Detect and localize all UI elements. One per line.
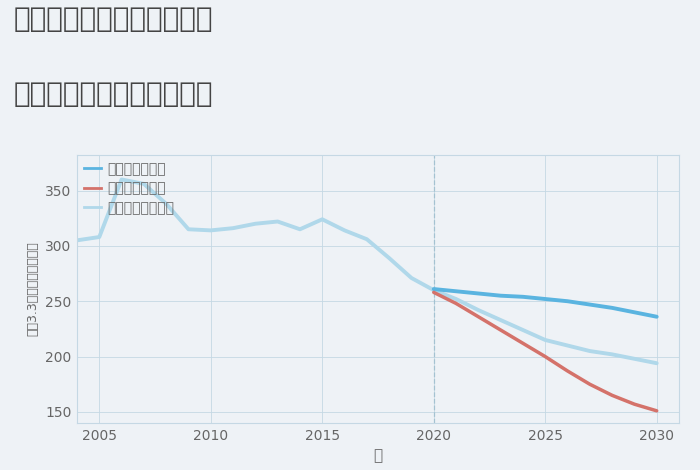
- バッドシナリオ: [474, 314, 482, 320]
- ノーマルシナリオ: [407, 275, 416, 281]
- ノーマルシナリオ: [274, 219, 282, 224]
- バッドシナリオ: [430, 290, 438, 295]
- バッドシナリオ: [564, 368, 572, 374]
- バッドシナリオ: [452, 301, 460, 306]
- ノーマルシナリオ: [296, 227, 304, 232]
- グッドシナリオ: [586, 302, 594, 307]
- ノーマルシナリオ: [206, 227, 215, 233]
- グッドシナリオ: [519, 294, 527, 299]
- ノーマルシナリオ: [251, 221, 260, 227]
- ノーマルシナリオ: [229, 225, 237, 231]
- グッドシナリオ: [630, 309, 638, 315]
- X-axis label: 年: 年: [373, 448, 383, 463]
- ノーマルシナリオ: [430, 287, 438, 293]
- ノーマルシナリオ: [652, 360, 661, 366]
- バッドシナリオ: [652, 408, 661, 414]
- Legend: グッドシナリオ, バッドシナリオ, ノーマルシナリオ: グッドシナリオ, バッドシナリオ, ノーマルシナリオ: [84, 162, 174, 215]
- グッドシナリオ: [474, 290, 482, 296]
- ノーマルシナリオ: [162, 201, 170, 207]
- ノーマルシナリオ: [541, 337, 550, 343]
- バッドシナリオ: [541, 354, 550, 360]
- ノーマルシナリオ: [140, 181, 148, 187]
- グッドシナリオ: [430, 286, 438, 292]
- バッドシナリオ: [608, 392, 616, 398]
- ノーマルシナリオ: [95, 234, 104, 240]
- ノーマルシナリオ: [586, 348, 594, 354]
- ノーマルシナリオ: [340, 227, 349, 233]
- Line: ノーマルシナリオ: ノーマルシナリオ: [77, 180, 657, 363]
- Text: 神奈川県横浜市中区扇町の: 神奈川県横浜市中区扇町の: [14, 5, 213, 33]
- グッドシナリオ: [564, 298, 572, 304]
- バッドシナリオ: [630, 401, 638, 407]
- ノーマルシナリオ: [184, 227, 192, 232]
- ノーマルシナリオ: [363, 236, 371, 242]
- グッドシナリオ: [652, 314, 661, 320]
- Text: 中古マンションの価格推移: 中古マンションの価格推移: [14, 80, 213, 108]
- ノーマルシナリオ: [519, 327, 527, 333]
- ノーマルシナリオ: [385, 255, 393, 261]
- ノーマルシナリオ: [496, 317, 505, 323]
- バッドシナリオ: [586, 382, 594, 387]
- ノーマルシナリオ: [630, 356, 638, 361]
- Y-axis label: 坪（3.3㎡）単価（万円）: 坪（3.3㎡）単価（万円）: [27, 242, 39, 337]
- グッドシナリオ: [541, 296, 550, 302]
- ノーマルシナリオ: [608, 352, 616, 357]
- ノーマルシナリオ: [474, 307, 482, 313]
- グッドシナリオ: [452, 289, 460, 294]
- Line: グッドシナリオ: グッドシナリオ: [434, 289, 657, 317]
- ノーマルシナリオ: [452, 296, 460, 302]
- ノーマルシナリオ: [318, 217, 326, 222]
- Line: バッドシナリオ: バッドシナリオ: [434, 292, 657, 411]
- ノーマルシナリオ: [118, 177, 126, 182]
- バッドシナリオ: [519, 340, 527, 346]
- バッドシナリオ: [496, 327, 505, 333]
- グッドシナリオ: [608, 305, 616, 311]
- ノーマルシナリオ: [564, 343, 572, 348]
- ノーマルシナリオ: [73, 237, 81, 243]
- グッドシナリオ: [496, 293, 505, 298]
